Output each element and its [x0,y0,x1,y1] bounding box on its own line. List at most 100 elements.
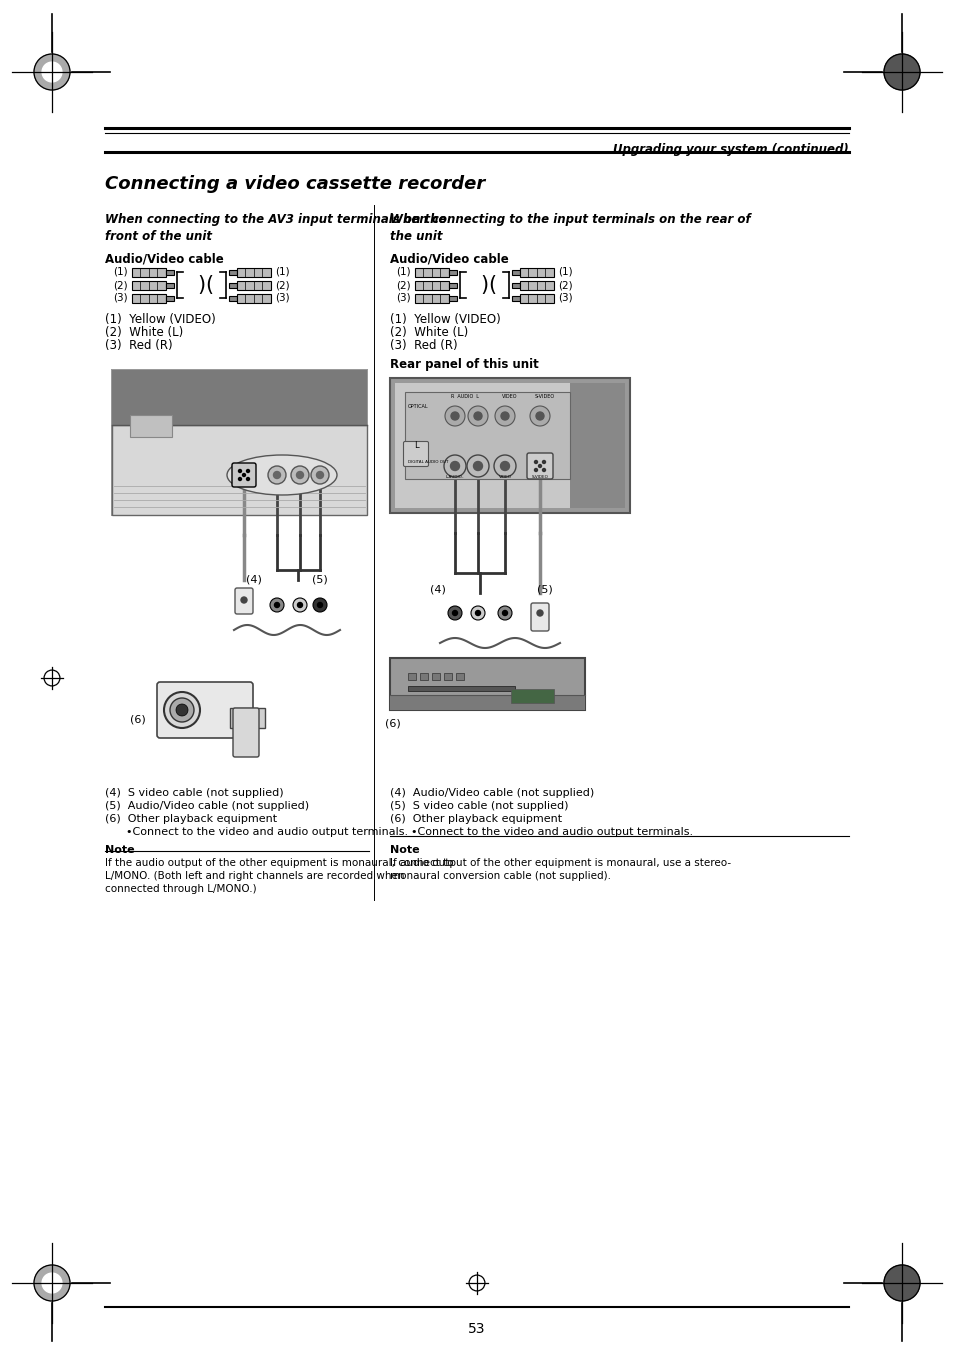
Bar [432,673,439,680]
Circle shape [537,611,542,616]
Circle shape [475,611,480,616]
Bar [390,696,584,711]
Bar [390,658,584,711]
Circle shape [317,603,322,608]
Bar [166,296,173,300]
Circle shape [497,607,512,620]
Bar [166,269,173,274]
Text: (1): (1) [558,267,572,277]
Text: (5): (5) [537,585,552,594]
Bar [229,282,236,288]
Circle shape [448,607,461,620]
FancyBboxPatch shape [234,588,253,613]
Text: (1): (1) [395,267,411,277]
Circle shape [296,471,303,478]
Text: (4): (4) [246,576,262,585]
Circle shape [444,407,464,426]
Bar [230,708,265,728]
Circle shape [500,412,509,420]
Text: (2)  White (L): (2) White (L) [105,326,183,339]
Text: (2): (2) [395,280,411,290]
Circle shape [471,607,484,620]
Text: (4): (4) [430,585,445,594]
Bar [415,267,449,277]
Text: OPTICAL: OPTICAL [408,404,428,409]
Circle shape [42,1273,62,1293]
Text: VIDEO: VIDEO [501,394,517,399]
Bar [512,269,519,274]
Bar [111,369,368,516]
Bar [405,392,569,480]
Circle shape [536,412,543,420]
Text: If the audio output of the other equipment is monaural, connect to
L/MONO. (Both: If the audio output of the other equipme… [105,858,453,894]
Text: (3): (3) [274,293,290,303]
Text: (3): (3) [558,293,572,303]
Text: (5): (5) [312,576,328,585]
Text: (1)  Yellow (VIDEO): (1) Yellow (VIDEO) [105,313,215,326]
Bar [112,426,367,515]
Circle shape [542,461,545,463]
Text: L-AUDIO-: L-AUDIO- [445,476,464,480]
Text: (5)  S video cable (not supplied): (5) S video cable (not supplied) [390,801,568,811]
FancyBboxPatch shape [526,453,553,480]
Circle shape [164,692,200,728]
Text: (2): (2) [558,280,572,290]
Text: (3)  Red (R): (3) Red (R) [390,339,457,353]
Text: •Connect to the video and audio output terminals.: •Connect to the video and audio output t… [105,827,408,838]
Text: (2): (2) [274,280,290,290]
Text: When connecting to the input terminals on the rear of
the unit: When connecting to the input terminals o… [390,213,750,243]
Circle shape [502,611,507,616]
Circle shape [473,462,482,470]
Bar [415,293,449,303]
Text: (4)  Audio/Video cable (not supplied): (4) Audio/Video cable (not supplied) [390,788,594,798]
Circle shape [883,1265,919,1301]
Text: (3)  Red (R): (3) Red (R) [105,339,172,353]
Text: 53: 53 [468,1323,485,1336]
Circle shape [246,477,250,481]
Circle shape [241,597,247,603]
Text: (6)  Other playback equipment: (6) Other playback equipment [105,815,276,824]
Bar [130,415,172,438]
Circle shape [468,407,488,426]
Bar [449,269,456,274]
Circle shape [297,603,302,608]
Circle shape [311,466,329,484]
Text: Note: Note [390,844,419,855]
Circle shape [883,54,919,91]
Circle shape [530,407,550,426]
Circle shape [293,598,307,612]
Text: (1): (1) [113,267,128,277]
Circle shape [291,466,309,484]
Bar [511,689,554,704]
Bar [236,281,271,289]
Text: (2)  White (L): (2) White (L) [390,326,468,339]
Bar [449,282,456,288]
FancyBboxPatch shape [233,708,258,757]
Circle shape [451,412,458,420]
FancyBboxPatch shape [531,603,548,631]
Bar [415,281,449,289]
Text: (: ( [488,276,497,295]
Text: (: ( [205,276,213,295]
Bar [519,293,554,303]
Text: Note: Note [105,844,134,855]
Bar [456,673,463,680]
Text: If audio output of the other equipment is monaural, use a stereo-
monaural conve: If audio output of the other equipment i… [390,858,730,881]
Text: DIGITAL AUDIO OUT: DIGITAL AUDIO OUT [408,459,448,463]
Bar [166,282,173,288]
Text: VIDEO: VIDEO [498,476,511,480]
Circle shape [500,462,509,470]
Bar [512,282,519,288]
Bar [229,296,236,300]
Text: S-VIDEO: S-VIDEO [535,394,555,399]
Circle shape [270,598,284,612]
Circle shape [495,407,515,426]
FancyBboxPatch shape [403,442,428,466]
Circle shape [246,470,250,473]
Bar [395,382,624,508]
Text: Audio/Video cable: Audio/Video cable [390,253,508,266]
Circle shape [170,698,193,721]
Circle shape [537,465,541,467]
Circle shape [34,1265,70,1301]
Bar [132,267,166,277]
